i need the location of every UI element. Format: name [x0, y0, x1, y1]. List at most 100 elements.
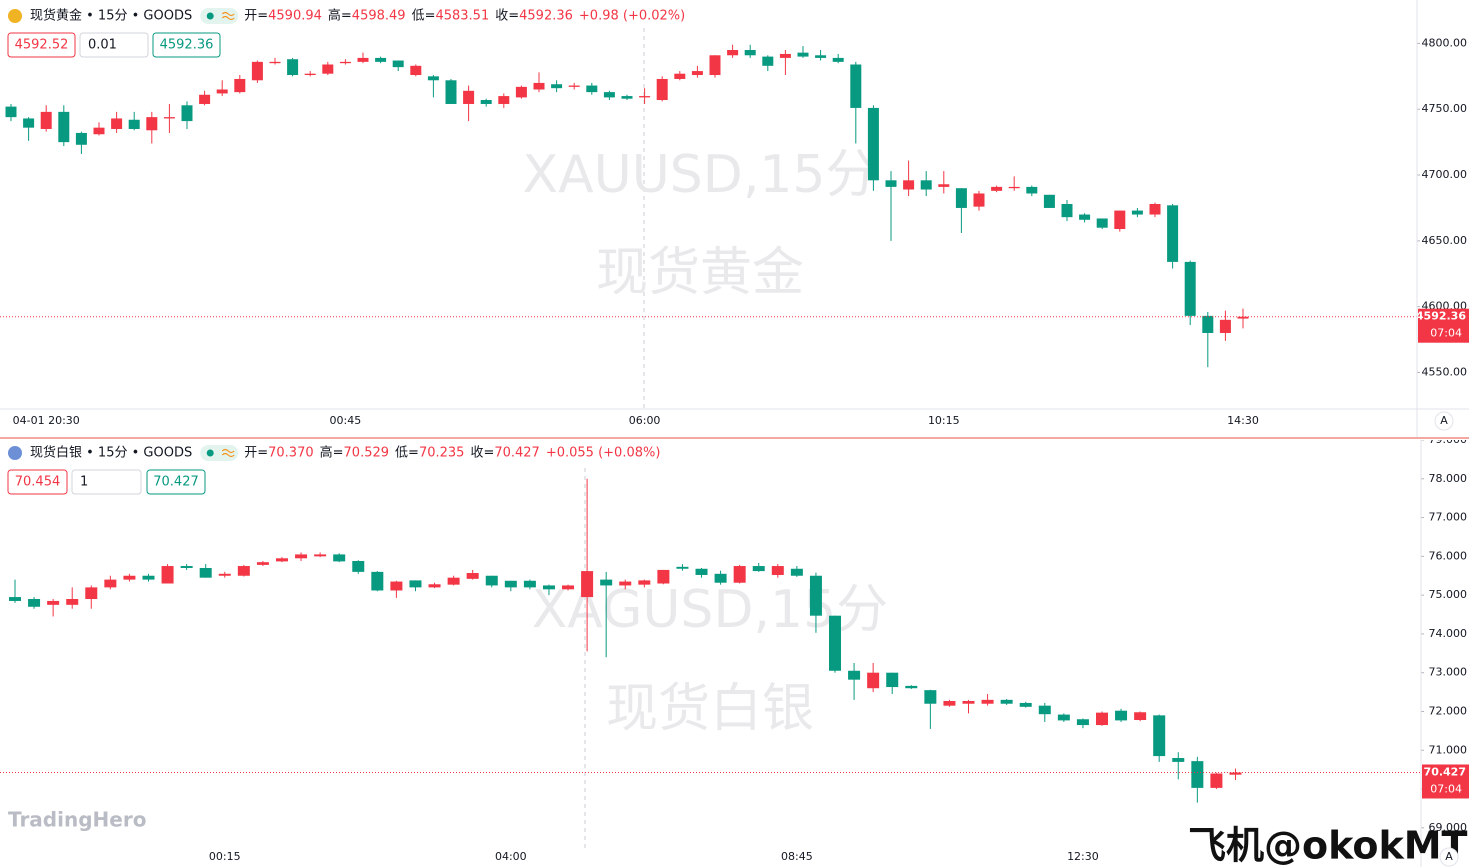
x-tick-label: 04-01 20:30 [13, 414, 80, 427]
y-tick-label: 4650.00 [1422, 234, 1468, 247]
watermark: 现货白银 [606, 679, 814, 739]
ohlc-value: 70.529 [344, 446, 390, 461]
volume-box[interactable] [79, 32, 149, 58]
candle-body [504, 580, 517, 588]
candle-body [867, 107, 879, 181]
status-dot [206, 449, 214, 457]
status-wave [221, 448, 235, 458]
price-badge-countdown: 07:04 [1430, 327, 1462, 340]
candle-body [146, 117, 158, 131]
volume-text[interactable]: 1 [80, 475, 88, 490]
ask-box[interactable] [152, 32, 221, 58]
candle-body [850, 64, 862, 108]
candle-body [832, 57, 844, 62]
auto-scale-label[interactable]: A [1445, 850, 1453, 863]
candle-body [352, 561, 365, 572]
candle-body [1167, 205, 1179, 262]
candle-body [409, 580, 422, 588]
candle-body [9, 597, 21, 601]
candle-body [1131, 210, 1143, 215]
candle-body [237, 566, 250, 576]
candle-body [551, 84, 563, 89]
auto-scale-label[interactable]: A [1440, 414, 1448, 427]
candle-body [357, 57, 369, 62]
y-tick-label: 78.000 [1429, 472, 1468, 485]
ask-text[interactable]: 4592.36 [160, 38, 214, 53]
volume-text[interactable]: 0.01 [88, 38, 117, 53]
candle-body [674, 73, 686, 79]
candle-body [920, 180, 932, 190]
candle-body [304, 73, 316, 76]
x-tick-label: 10:15 [928, 414, 960, 427]
y-tick-label: 77.000 [1429, 511, 1468, 524]
candle-body [269, 61, 281, 64]
candle-body [779, 53, 791, 58]
candle-body [691, 71, 703, 76]
candle-body [371, 571, 384, 591]
candle-body [47, 600, 60, 605]
candle-body [181, 105, 193, 122]
candle-body [339, 61, 351, 64]
status-dot [206, 12, 214, 20]
watermark: XAUUSD,15分 [522, 145, 877, 205]
candle-body [295, 554, 308, 559]
candle-body [1095, 712, 1108, 726]
ohlc-label: 开= [244, 446, 268, 461]
candle-body [752, 566, 765, 572]
ask-text[interactable]: 70.427 [153, 475, 199, 490]
ohlc-value: 70.370 [268, 446, 314, 461]
bid-box[interactable] [7, 469, 68, 495]
candle-body [1149, 204, 1161, 215]
candle-body [375, 57, 387, 62]
auto-scale-button[interactable] [1434, 411, 1454, 431]
watermark: 现货黄金 [596, 243, 804, 303]
bid-text[interactable]: 4592.52 [15, 38, 69, 53]
candle-body [485, 575, 498, 586]
price-badge-countdown: 07:04 [1430, 782, 1462, 795]
candle-body [75, 132, 87, 145]
ask-box[interactable] [146, 469, 206, 495]
y-tick-label: 75.000 [1429, 588, 1468, 601]
contact-text: 飞机@okokMT [1188, 824, 1468, 867]
candle-body [1237, 316, 1249, 319]
candle-body [161, 566, 174, 584]
candle-body [333, 554, 346, 562]
candle-body [445, 80, 457, 104]
candle-body [1184, 261, 1196, 316]
candle-body [163, 117, 175, 119]
volume-box[interactable] [71, 469, 142, 495]
candle-body [562, 585, 575, 590]
candle-body [639, 96, 651, 98]
candle-body [867, 672, 880, 689]
candle-body [85, 587, 98, 600]
ohlc-label: 收= [495, 9, 519, 24]
candle-body [762, 56, 774, 66]
ohlc-label: 高= [328, 8, 352, 24]
symbol-title[interactable]: 现货白银 • 15分 • GOODS [30, 445, 192, 461]
auto-scale-button[interactable] [1439, 847, 1459, 867]
candle-body [955, 188, 967, 208]
ohlc-label: 收= [470, 446, 494, 461]
candle-body [5, 106, 17, 118]
candle-body [744, 50, 756, 56]
bid-text[interactable]: 70.454 [15, 475, 61, 490]
symbol-title[interactable]: 现货黄金 • 15分 • GOODS [30, 8, 192, 24]
candle-body [234, 78, 246, 93]
y-tick-label: 69.000 [1429, 821, 1468, 834]
candle-body [427, 76, 439, 81]
ohlc-label: 低= [412, 9, 436, 24]
candle-body [180, 566, 193, 568]
candle-body [128, 119, 140, 129]
candle-body [1134, 712, 1147, 721]
y-tick-label: 71.000 [1429, 743, 1468, 756]
bid-box[interactable] [7, 32, 76, 58]
candle-body [1000, 699, 1013, 704]
y-tick-label: 79.000 [1429, 433, 1468, 446]
candle-body [733, 566, 746, 583]
candle-body [218, 573, 231, 576]
ohlc-value: 70.427 [494, 446, 540, 461]
candle-body [619, 581, 632, 586]
symbol-icon [8, 446, 22, 460]
candle-body [638, 580, 651, 585]
price-badge [1422, 764, 1469, 799]
